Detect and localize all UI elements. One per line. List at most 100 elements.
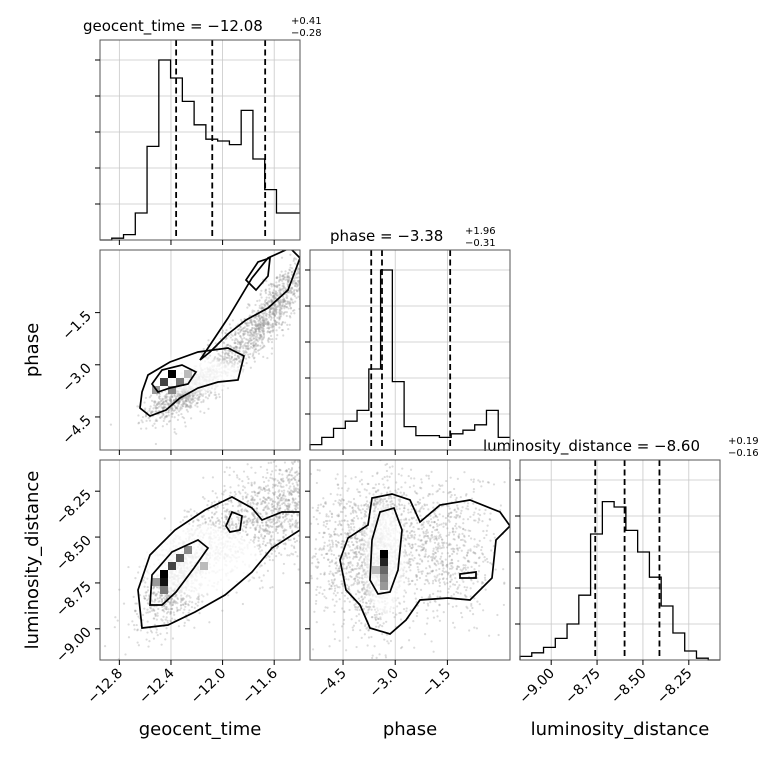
sample-point: [161, 609, 164, 612]
sample-point: [236, 342, 240, 346]
sample-point: [169, 607, 173, 611]
sample-point: [399, 611, 402, 614]
sample-point: [257, 491, 260, 495]
sample-point: [173, 399, 176, 402]
sample-point: [263, 488, 267, 491]
sample-point: [270, 283, 273, 286]
sample-point: [253, 538, 256, 541]
sample-point: [146, 620, 149, 623]
sample-point: [295, 521, 298, 524]
sample-point: [257, 315, 260, 318]
sample-point: [137, 422, 140, 425]
sample-point: [294, 504, 298, 507]
sample-point: [306, 479, 308, 481]
sample-point: [292, 476, 295, 479]
sample-point: [281, 321, 284, 324]
sample-point: [167, 420, 171, 423]
sample-point: [179, 393, 182, 396]
sample-point: [154, 410, 157, 413]
sample-point: [281, 298, 284, 301]
sample-point: [224, 351, 228, 354]
sample-point: [282, 300, 286, 303]
sample-point: [388, 466, 391, 469]
sample-point: [208, 621, 211, 624]
sample-point: [281, 275, 284, 278]
sample-point: [163, 604, 166, 607]
sample-point: [280, 307, 283, 310]
sample-point: [238, 478, 241, 481]
sample-point: [187, 510, 190, 513]
sample-point: [163, 610, 166, 613]
sample-point: [271, 291, 274, 295]
sample-point: [160, 594, 163, 597]
sample-point: [287, 272, 290, 275]
sample-point: [243, 344, 246, 347]
sample-point: [285, 484, 288, 487]
sample-point: [282, 278, 285, 281]
sample-point: [294, 284, 297, 288]
sample-point: [250, 318, 253, 321]
sample-point: [290, 312, 293, 315]
sample-point: [289, 253, 292, 256]
sample-point: [233, 361, 237, 364]
sample-point: [314, 472, 316, 474]
sample-point: [271, 525, 274, 528]
sample-point: [315, 296, 317, 298]
sample-point: [235, 358, 238, 361]
sample-point: [261, 488, 264, 491]
sample-point: [154, 594, 157, 597]
sample-point: [273, 493, 276, 496]
sample-point: [118, 588, 121, 591]
sample-point: [236, 354, 239, 358]
sample-point: [197, 595, 200, 598]
sample-point: [294, 478, 297, 482]
sample-point: [273, 284, 277, 287]
sample-point: [259, 323, 262, 327]
sample-point: [271, 477, 274, 480]
sample-point: [275, 294, 279, 297]
sample-point: [250, 498, 253, 501]
sample-point: [365, 526, 369, 530]
sample-point: [197, 597, 200, 600]
sample-point: [159, 399, 163, 403]
sample-point: [305, 289, 307, 291]
sample-point: [282, 493, 285, 497]
sample-point: [290, 461, 294, 464]
sample-point: [282, 285, 286, 289]
sample-point: [280, 485, 283, 489]
sample-point: [227, 349, 230, 352]
sample-point: [237, 518, 240, 521]
sample-point: [271, 299, 274, 302]
sample-point: [265, 523, 268, 526]
sample-point: [239, 343, 242, 346]
sample-point: [185, 595, 188, 598]
sample-point: [244, 332, 247, 335]
density-cell: [176, 378, 184, 386]
sample-point: [251, 323, 254, 326]
sample-point: [292, 490, 296, 494]
sample-point: [356, 564, 359, 567]
sample-point: [241, 508, 244, 511]
sample-point: [281, 284, 284, 288]
sample-point: [292, 485, 296, 488]
sample-point: [172, 409, 176, 412]
sample-point: [261, 318, 265, 322]
sample-point: [228, 512, 231, 516]
sample-point: [262, 508, 266, 512]
sample-point: [281, 526, 284, 529]
sample-point: [202, 400, 205, 403]
sample-point: [224, 356, 227, 359]
sample-point: [197, 601, 200, 604]
sample-point: [262, 324, 265, 327]
sample-point: [257, 536, 260, 539]
sample-point: [271, 325, 275, 328]
sample-point: [162, 419, 165, 423]
sample-point: [252, 513, 255, 516]
sample-point: [286, 282, 289, 286]
sample-point: [250, 466, 253, 469]
sample-point: [296, 491, 300, 494]
sample-point: [160, 406, 163, 409]
sample-point: [246, 345, 250, 348]
sample-point: [252, 334, 255, 337]
sample-point: [247, 322, 251, 325]
